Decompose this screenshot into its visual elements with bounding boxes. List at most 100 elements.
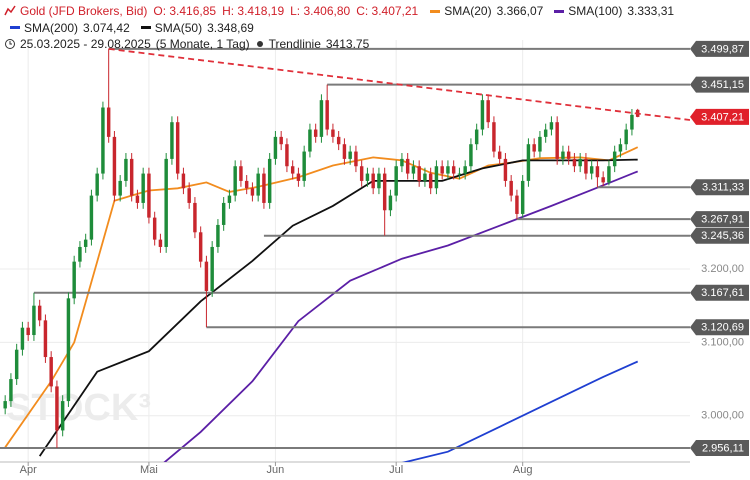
candle-body <box>250 188 255 196</box>
legend-value: 3.366,07 <box>496 4 544 18</box>
candle-body <box>618 144 623 152</box>
candle-body <box>440 166 444 174</box>
x-tick-label: Mai <box>140 464 158 476</box>
candle-body <box>204 261 209 291</box>
candle-body <box>135 195 140 203</box>
span: (5 Monate, 1 Tag) <box>155 37 250 51</box>
candle-body <box>3 401 7 409</box>
candle-body <box>72 261 76 299</box>
quote: L: 3.406,80 <box>290 4 351 18</box>
candle-body <box>423 173 427 181</box>
header-row: 25.03.2025 - 29.08.2025 (5 Monate, 1 Tag… <box>4 36 679 53</box>
candle-body <box>405 158 410 174</box>
level-label-box <box>690 319 749 336</box>
candle-body <box>216 224 220 247</box>
level-label-box <box>690 40 749 57</box>
candle-body <box>572 158 577 167</box>
level-label-box <box>690 76 749 93</box>
candle-body <box>175 122 180 174</box>
candle-body <box>526 144 531 181</box>
candle-body <box>78 246 82 262</box>
candle-body <box>411 166 416 174</box>
last-price-label-box <box>690 108 749 125</box>
candle-body <box>244 180 249 189</box>
candle-body <box>497 151 502 159</box>
legend-swatch <box>554 9 565 13</box>
header: Gold (JFD Brokers, Bid) O: 3.416,85 H: 3.… <box>4 3 679 53</box>
candle-body <box>365 173 370 181</box>
candle-body <box>451 166 456 174</box>
candle-body <box>296 173 301 181</box>
candle-body <box>308 129 312 152</box>
quote: H: 3.418,19 <box>222 4 285 18</box>
level-label: 3.167,61 <box>701 287 744 299</box>
level-label: 3.245,36 <box>701 230 744 242</box>
sma-line <box>163 170 639 462</box>
plot <box>0 47 690 462</box>
candle-body <box>457 173 462 175</box>
legend-swatch <box>140 26 151 30</box>
candle-body <box>124 158 128 181</box>
legend-value: 3.348,69 <box>207 20 254 35</box>
candle-body <box>141 173 145 203</box>
y-tick-label: 3.100,00 <box>701 336 744 348</box>
candle-body <box>348 151 352 159</box>
header-row: SMA(200) 3.074,42 SMA(50) 3.348,69 <box>4 20 679 37</box>
level-label-box <box>690 179 749 196</box>
candle-body <box>9 379 13 402</box>
chart-icon <box>4 5 16 16</box>
candle-body <box>112 136 117 196</box>
candle-body <box>503 158 508 181</box>
candle-body <box>359 166 364 181</box>
candle-body <box>43 320 48 358</box>
level-label-box <box>690 227 749 244</box>
candle-body <box>394 166 398 196</box>
candle-body <box>233 166 237 196</box>
level-label: 3.267,91 <box>701 214 744 226</box>
candle-body <box>26 327 30 336</box>
candle-body <box>319 100 324 137</box>
candle-body <box>595 166 600 178</box>
quote: O: 3.416,85 <box>153 4 217 18</box>
last-price-label: 3.407,21 <box>701 111 744 123</box>
candle-body <box>170 122 174 159</box>
y-tick-label: 3.000,00 <box>701 410 744 422</box>
candle-body <box>193 202 197 233</box>
candle-body <box>388 195 393 211</box>
sma-line <box>401 360 639 462</box>
chart-title: Gold (JFD Brokers, Bid) <box>20 4 148 18</box>
candle-body <box>486 100 490 123</box>
candle-body <box>520 180 525 214</box>
candle-body <box>181 173 186 189</box>
level-label: 2.956,11 <box>702 442 744 454</box>
candle-body <box>543 129 548 137</box>
trendline-value: 3413.75 <box>325 37 370 51</box>
candle-body <box>480 100 485 130</box>
candle-body <box>239 166 243 181</box>
trendline-name: Trendlinie <box>268 37 321 51</box>
candle-body <box>20 327 25 350</box>
candle-body <box>417 166 421 181</box>
candle-body <box>342 144 347 159</box>
candle-body <box>273 136 278 159</box>
candle-body <box>198 232 203 262</box>
legend-name: SMA(20) <box>444 4 492 18</box>
candle-body <box>158 239 163 247</box>
x-tick-label: Jun <box>267 464 285 476</box>
candle-body <box>509 180 513 196</box>
legend-value: 3.333,31 <box>627 4 675 18</box>
candle-body <box>589 166 594 174</box>
y-tick-label: 3.200,00 <box>701 263 744 275</box>
legend-swatch <box>10 26 20 30</box>
candle-body <box>262 173 266 203</box>
candle-body <box>566 151 571 159</box>
candle-body <box>549 122 554 130</box>
candle-body <box>83 239 88 247</box>
candle-body <box>578 158 582 167</box>
candle-body <box>210 246 214 291</box>
candle-body <box>474 129 479 145</box>
candle-body <box>55 386 59 431</box>
candle-body <box>66 298 71 402</box>
